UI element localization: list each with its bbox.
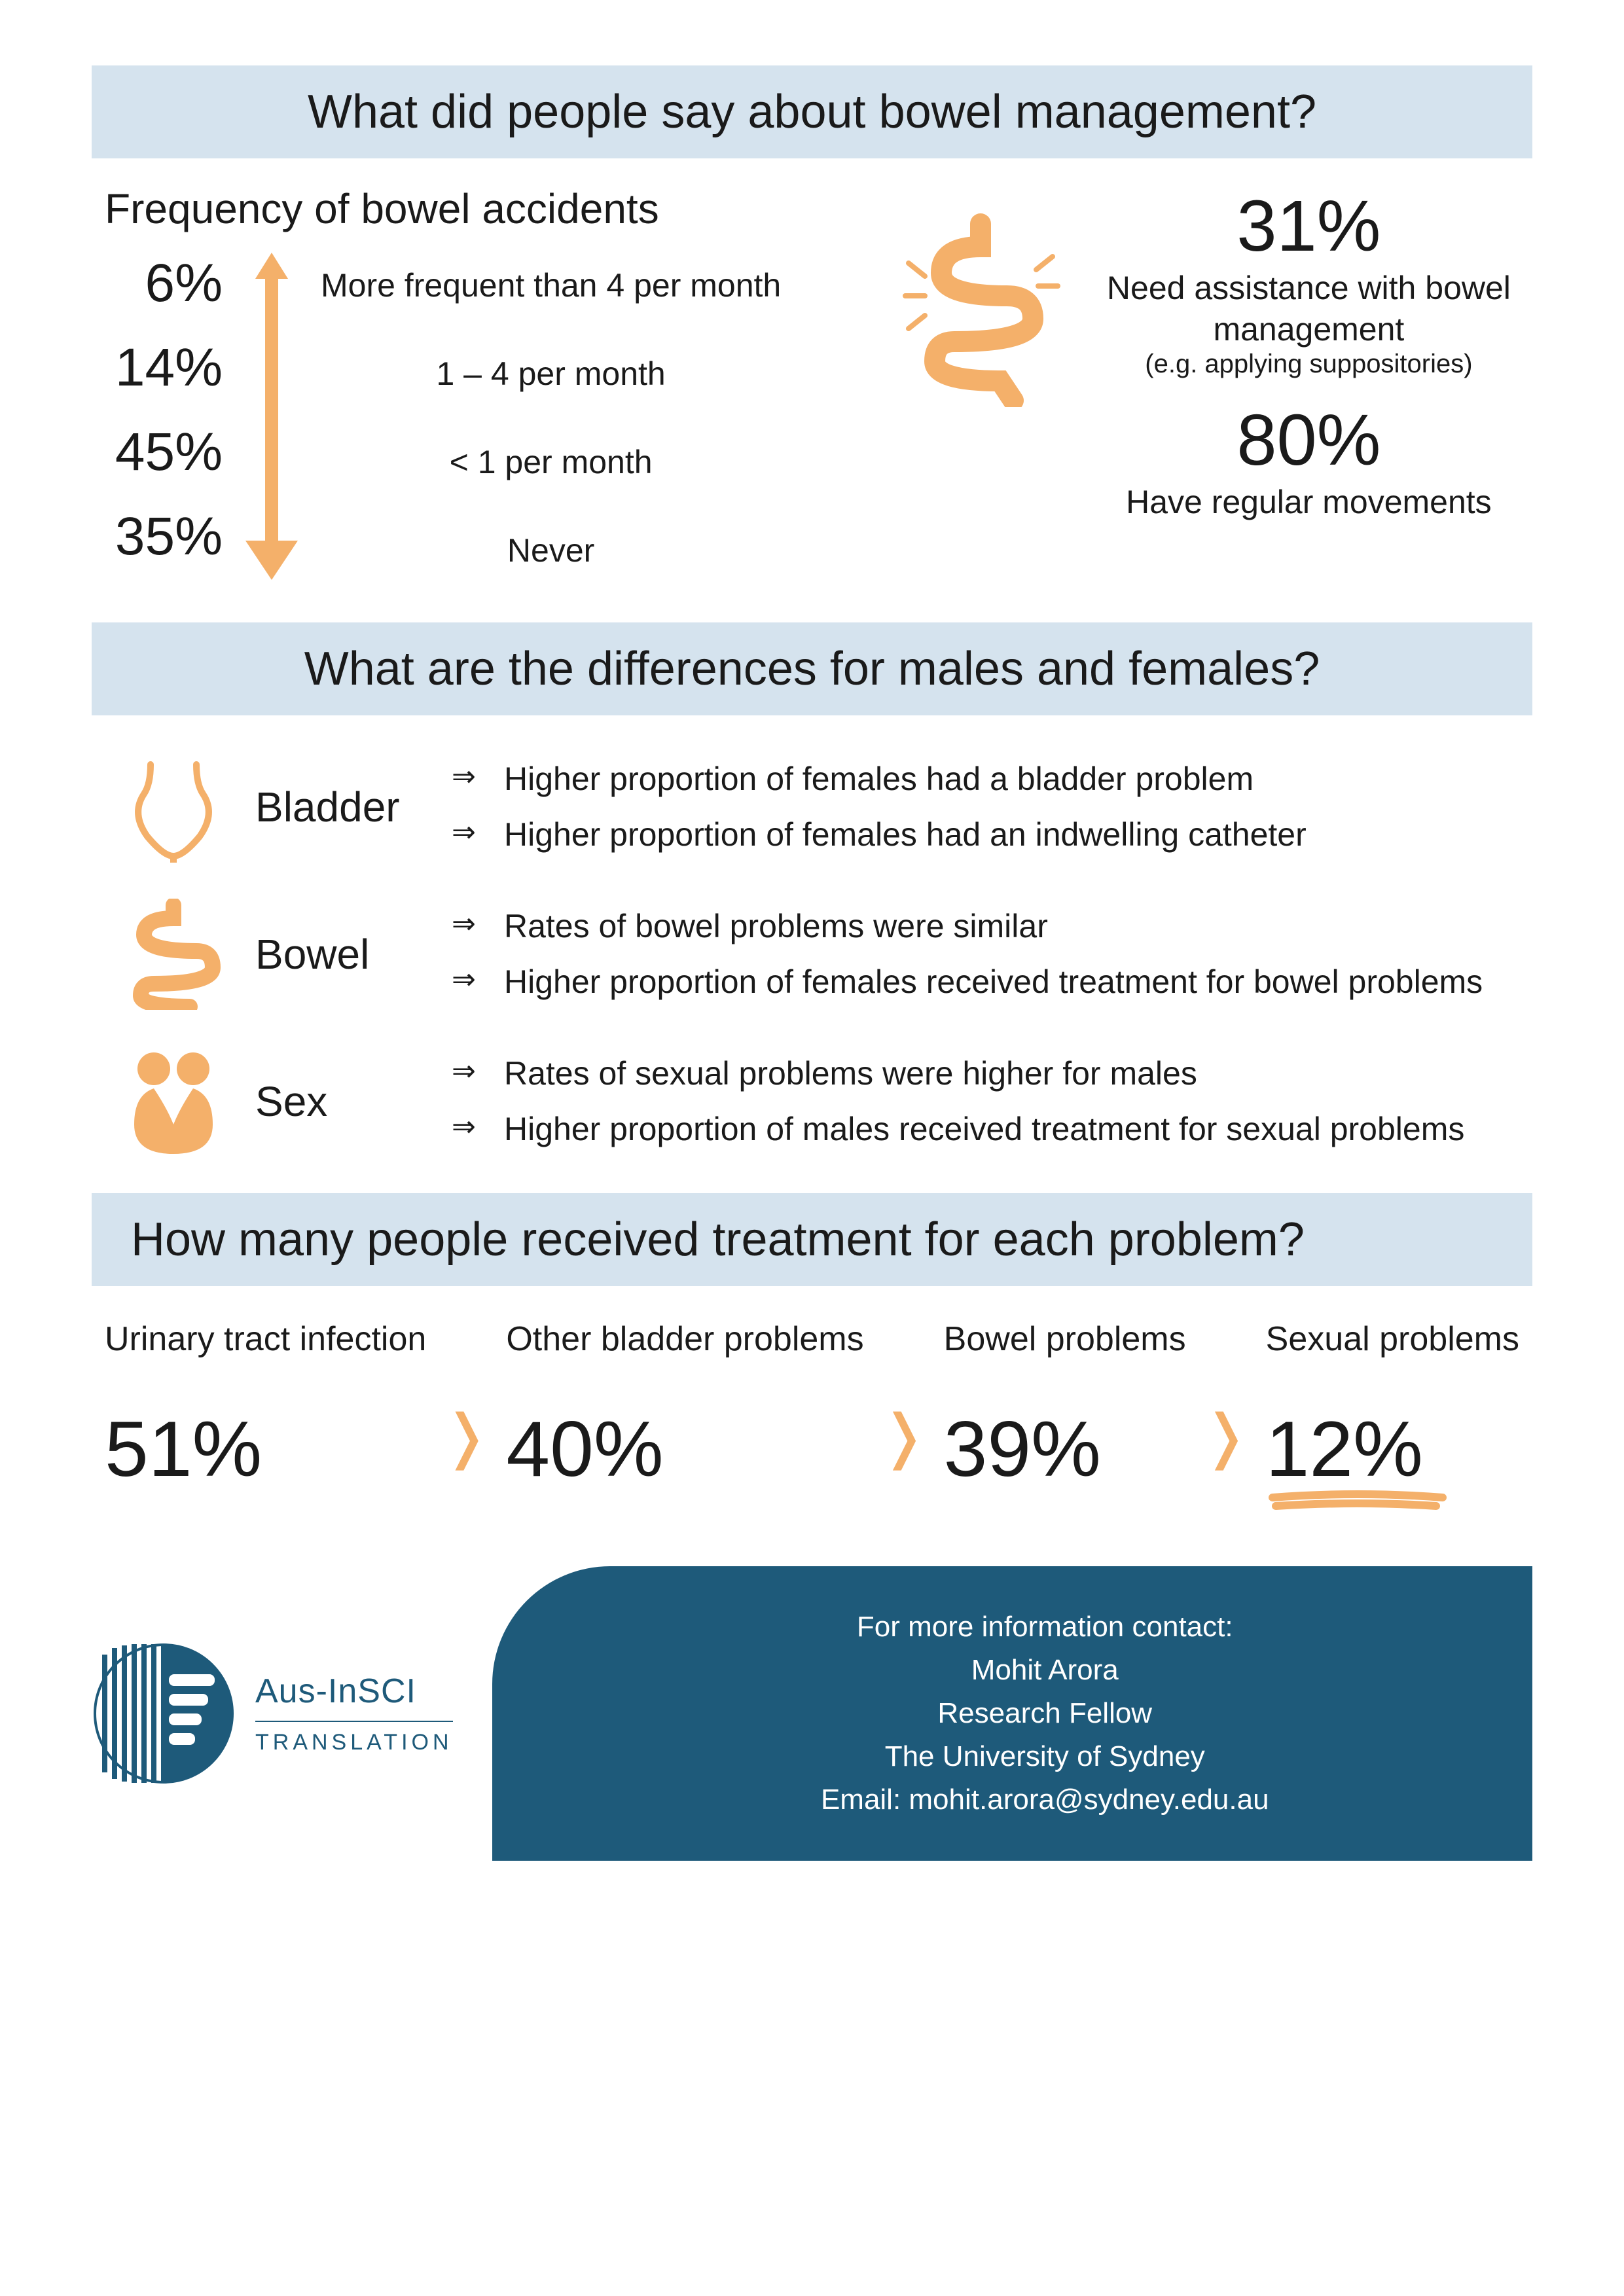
diff-point: Rates of bowel problems were similar <box>504 905 1048 948</box>
diff-label-sex: Sex <box>255 1046 425 1157</box>
treat-label-1: Other bladder problems <box>506 1319 863 1404</box>
stat2-label: Have regular movements <box>1085 482 1532 523</box>
bullet-arrow-icon: ⇒ <box>452 1052 484 1095</box>
treat-item-3: Sexual problems 12% <box>1266 1319 1519 1514</box>
bullet-arrow-icon: ⇒ <box>452 961 484 1003</box>
section1-header: What did people say about bowel manageme… <box>92 65 1532 158</box>
chevron-icon: ❭ <box>1201 1402 1250 1471</box>
frequency-labels: More frequent than 4 per month 1 – 4 per… <box>321 253 781 583</box>
freq-pct-0: 6% <box>92 253 223 314</box>
bullet-arrow-icon: ⇒ <box>452 905 484 948</box>
diff-label-bladder: Bladder <box>255 751 425 863</box>
freq-pct-1: 14% <box>92 337 223 399</box>
bowel-row: Frequency of bowel accidents 6% 14% 45% … <box>92 185 1532 583</box>
freq-pct-2: 45% <box>92 422 223 483</box>
frequency-arrow-icon <box>242 253 301 583</box>
diff-row-bladder: Bladder ⇒ Higher proportion of females ha… <box>92 751 1532 863</box>
bullet-arrow-icon: ⇒ <box>452 1108 484 1151</box>
contact-intro: For more information contact: <box>610 1605 1480 1649</box>
stat1-label: Need assistance with bowel management <box>1085 268 1532 350</box>
treat-pct-2: 39% <box>944 1404 1186 1494</box>
contact-box: For more information contact: Mohit Aror… <box>492 1566 1532 1861</box>
section3-header: How many people received treatment for e… <box>92 1193 1532 1286</box>
diff-point: Higher proportion of females had a bladd… <box>504 758 1254 800</box>
treat-item-1: Other bladder problems 40% <box>506 1319 863 1494</box>
diff-label-bowel: Bowel <box>255 899 425 1010</box>
treat-pct-3: 12% <box>1266 1404 1519 1494</box>
treat-item-2: Bowel problems 39% <box>944 1319 1186 1494</box>
freq-label-2: < 1 per month <box>321 429 781 495</box>
chevron-icon: ❭ <box>442 1402 491 1471</box>
frequency-percents: 6% 14% 45% 35% <box>92 253 223 583</box>
contact-name: Mohit Arora <box>610 1649 1480 1692</box>
logo-subtitle: TRANSLATION <box>255 1721 453 1755</box>
treat-label-3: Sexual problems <box>1266 1319 1519 1404</box>
intestine-icon <box>895 211 1066 407</box>
logo-title: Aus-InSCI <box>255 1672 453 1711</box>
section2-header: What are the differences for males and f… <box>92 622 1532 715</box>
treat-label-0: Urinary tract infection <box>105 1319 426 1404</box>
diff-point: Higher proportion of males received trea… <box>504 1108 1464 1151</box>
chevron-icon: ❭ <box>879 1402 928 1471</box>
stat1-sub: (e.g. applying suppositories) <box>1085 350 1532 379</box>
contact-role: Research Fellow <box>610 1692 1480 1735</box>
diff-point: Higher proportion of females received tr… <box>504 961 1483 1003</box>
differences-block: Bladder ⇒ Higher proportion of females ha… <box>92 751 1532 1157</box>
logo-block: Aus-InSCI TRANSLATION <box>92 1566 492 1861</box>
bowel-icon <box>118 899 229 1010</box>
treat-pct-0: 51% <box>105 1404 426 1494</box>
freq-label-3: Never <box>321 518 781 583</box>
diff-row-bowel: Bowel ⇒ Rates of bowel problems were simi… <box>92 899 1532 1010</box>
frequency-title: Frequency of bowel accidents <box>92 185 856 233</box>
freq-pct-3: 35% <box>92 506 223 567</box>
contact-org: The University of Sydney <box>610 1735 1480 1778</box>
contact-email: Email: mohit.arora@sydney.edu.au <box>610 1778 1480 1821</box>
bullet-arrow-icon: ⇒ <box>452 758 484 800</box>
stat1-pct: 31% <box>1085 185 1532 268</box>
treatment-row: Urinary tract infection 51% ❭ Other blad… <box>105 1319 1519 1514</box>
diff-point: Higher proportion of females had an indw… <box>504 814 1307 856</box>
logo-icon <box>92 1641 236 1785</box>
diff-point: Rates of sexual problems were higher for… <box>504 1052 1197 1095</box>
treat-item-0: Urinary tract infection 51% <box>105 1319 426 1494</box>
treat-label-2: Bowel problems <box>944 1319 1186 1404</box>
bullet-arrow-icon: ⇒ <box>452 814 484 856</box>
bladder-icon <box>118 751 229 863</box>
couple-icon <box>118 1046 229 1157</box>
diff-row-sex: Sex ⇒ Rates of sexual problems were highe… <box>92 1046 1532 1157</box>
frequency-block: Frequency of bowel accidents 6% 14% 45% … <box>92 185 856 583</box>
freq-label-0: More frequent than 4 per month <box>321 253 781 318</box>
bowel-stats: 31% Need assistance with bowel managemen… <box>895 185 1532 583</box>
footer-row: Aus-InSCI TRANSLATION For more informati… <box>92 1566 1532 1861</box>
stat2-pct: 80% <box>1085 399 1532 482</box>
freq-label-1: 1 – 4 per month <box>321 341 781 406</box>
treat-pct-1: 40% <box>506 1404 863 1494</box>
